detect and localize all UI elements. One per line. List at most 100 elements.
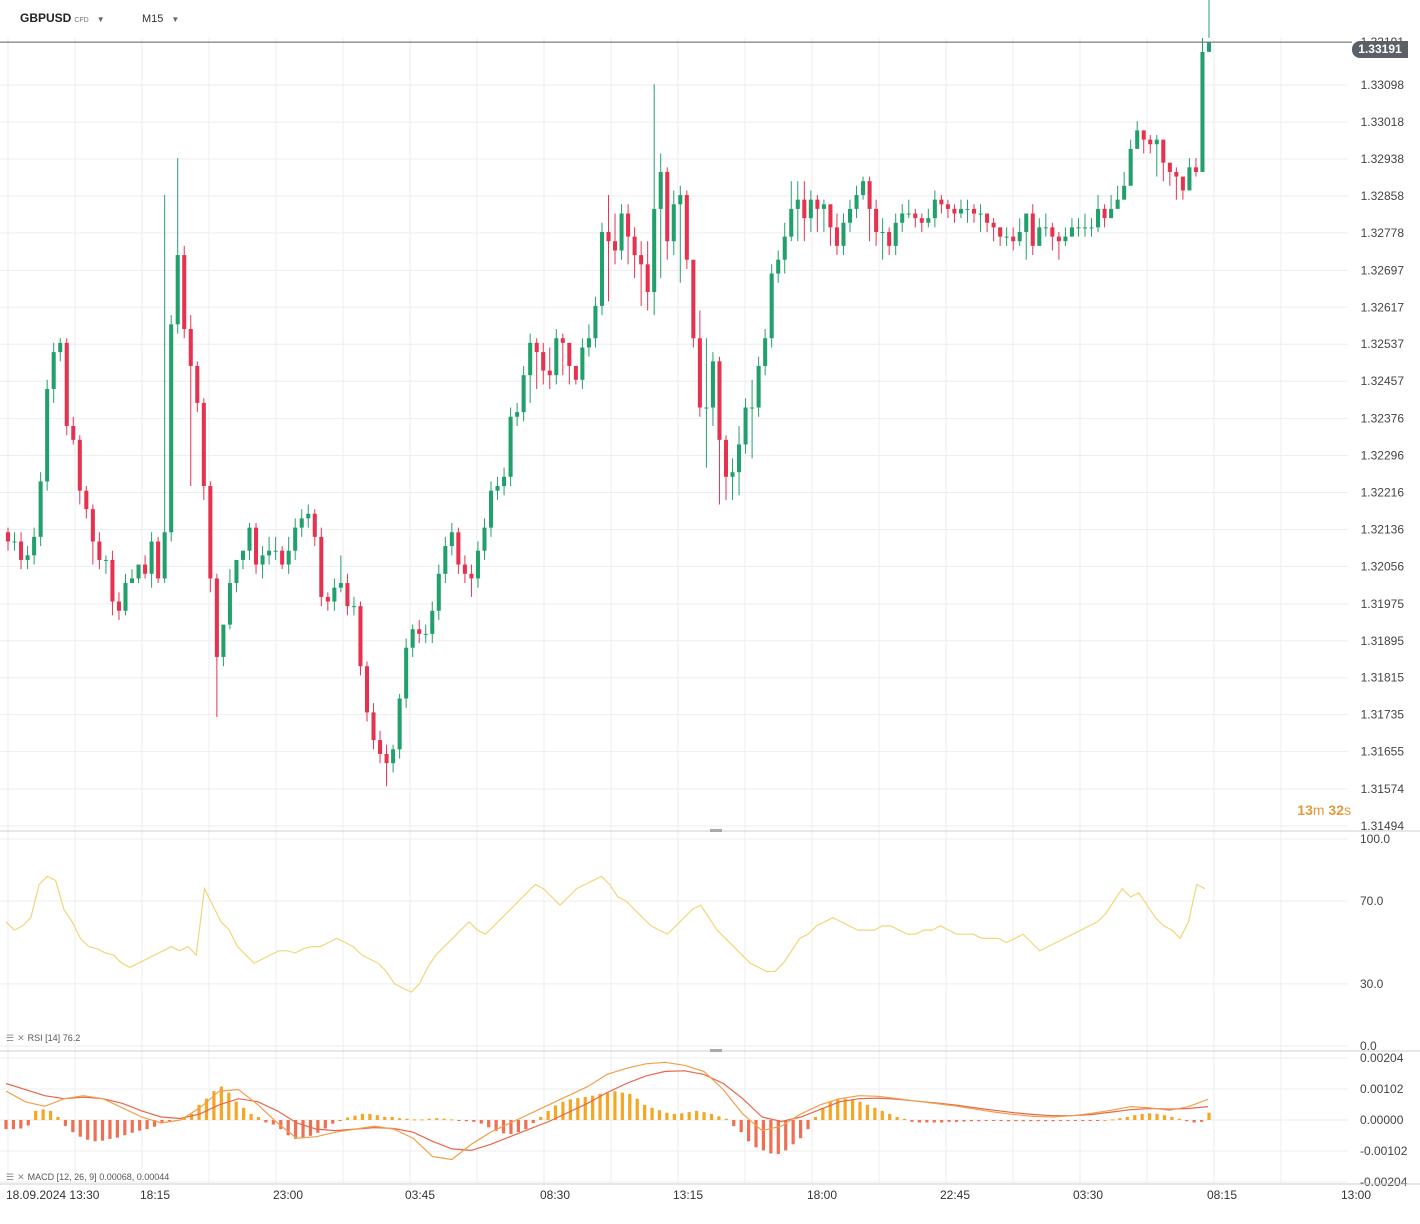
macd-histogram-bar	[1036, 1120, 1040, 1122]
rsi-legend: ☰ ✕ RSI [14] 76.2	[6, 1033, 80, 1044]
candle-body	[332, 587, 337, 602]
macd-histogram-bar	[888, 1113, 892, 1120]
candle-body	[1076, 227, 1081, 229]
time-tick-label: 18:15	[140, 1188, 170, 1202]
macd-histogram-bar	[940, 1120, 944, 1123]
macd-histogram-bar	[984, 1120, 988, 1121]
rsi-tick-label: 100.0	[1360, 832, 1390, 846]
macd-histogram-bar	[561, 1101, 565, 1120]
macd-histogram-bar	[754, 1120, 758, 1148]
rsi-value: 76.2	[62, 1033, 81, 1043]
candle-body	[965, 208, 970, 210]
macd-histogram-bar	[643, 1104, 647, 1120]
macd-histogram-bar	[954, 1120, 959, 1122]
candle-body	[554, 338, 559, 376]
candle-body	[1122, 185, 1127, 200]
macd-histogram-bar	[487, 1120, 491, 1128]
macd-histogram-bar	[264, 1120, 268, 1123]
close-icon[interactable]: ✕	[17, 1033, 25, 1043]
candle-body	[913, 213, 918, 219]
candle-body	[306, 513, 311, 519]
candle-body	[958, 208, 963, 214]
macd-histogram-bar	[873, 1107, 877, 1120]
macd-histogram-bar	[1170, 1116, 1174, 1120]
candle-body	[1200, 51, 1205, 172]
macd-histogram-bar	[34, 1110, 38, 1120]
candle-body	[384, 753, 389, 764]
candle-body	[462, 564, 467, 574]
macd-histogram-bar	[331, 1120, 335, 1124]
macd-histogram-bar	[427, 1118, 431, 1120]
candle-body	[697, 338, 702, 408]
macd-histogram-bar	[1014, 1120, 1018, 1122]
macd-tick-label: 0.00204	[1360, 1051, 1404, 1065]
candle-body	[123, 583, 128, 611]
candle-body	[1102, 208, 1107, 219]
macd-histogram-bar	[1073, 1120, 1077, 1121]
candle-body	[769, 273, 774, 339]
macd-histogram-bar	[19, 1120, 23, 1129]
macd-tick-label: 0.00102	[1360, 1082, 1404, 1096]
candle-body	[280, 550, 285, 565]
candle-body	[717, 361, 722, 440]
candle-body	[136, 564, 141, 579]
candle-body	[38, 481, 43, 537]
candle-body	[32, 536, 37, 556]
chevron-down-icon[interactable]: ▼	[96, 15, 105, 24]
candle-body	[1154, 139, 1159, 145]
candle-body	[626, 213, 631, 237]
close-icon[interactable]: ✕	[17, 1172, 25, 1182]
candle-body	[861, 181, 866, 196]
macd-histogram-bar	[11, 1120, 16, 1130]
candle-body	[1004, 236, 1009, 238]
candle-body	[978, 213, 983, 215]
candle-body	[828, 204, 833, 228]
macd-histogram-bar	[1110, 1119, 1115, 1121]
candle-body	[143, 564, 148, 574]
macd-histogram-bar	[368, 1113, 372, 1120]
candle-body	[397, 698, 402, 750]
candle-body	[782, 236, 787, 260]
candle-body	[1167, 162, 1172, 172]
macd-histogram-bar	[316, 1120, 320, 1133]
price-tick-label: 1.32376	[1361, 412, 1405, 426]
chevron-down-icon[interactable]: ▼	[171, 15, 180, 24]
macd-histogram-bar	[294, 1120, 298, 1139]
macd-histogram-bar	[167, 1120, 171, 1122]
candle-body	[51, 352, 56, 390]
settings-icon[interactable]: ☰	[6, 1172, 15, 1182]
candle-body	[77, 439, 82, 491]
timeframe-selector[interactable]: M15 ▼	[142, 13, 179, 25]
macd-histogram-bar	[858, 1101, 862, 1120]
candle-body	[906, 213, 911, 215]
candle-body	[1193, 167, 1198, 172]
macd-value-2: 0.00044	[136, 1172, 170, 1182]
candle-body	[182, 255, 187, 329]
candle-body	[991, 222, 996, 228]
time-tick-label: 23:00	[273, 1188, 303, 1202]
macd-histogram-bar	[286, 1120, 290, 1136]
macd-histogram-bar	[962, 1120, 966, 1122]
candle-body	[71, 425, 76, 440]
macd-histogram-bar	[1140, 1113, 1144, 1120]
candle-body	[443, 546, 448, 574]
symbol-selector[interactable]: GBPUSD CFD ▼	[20, 11, 105, 25]
candle-body	[417, 629, 422, 634]
candle-body	[580, 347, 585, 380]
price-tick-label: 1.32457	[1361, 374, 1405, 388]
candle-body	[391, 749, 396, 764]
macd-histogram-bar	[769, 1120, 773, 1154]
candle-body	[952, 208, 957, 214]
candle-body	[110, 559, 115, 602]
settings-icon[interactable]: ☰	[6, 1033, 15, 1043]
candle-body	[286, 550, 291, 565]
macd-histogram-bar	[383, 1116, 387, 1120]
macd-histogram-bar	[123, 1120, 127, 1136]
candle-body	[639, 255, 644, 265]
macd-histogram-bar	[279, 1120, 283, 1130]
candle-body	[750, 407, 755, 409]
candle-body	[658, 171, 663, 209]
macd-histogram-bar	[776, 1120, 780, 1155]
candle-body	[267, 550, 272, 556]
